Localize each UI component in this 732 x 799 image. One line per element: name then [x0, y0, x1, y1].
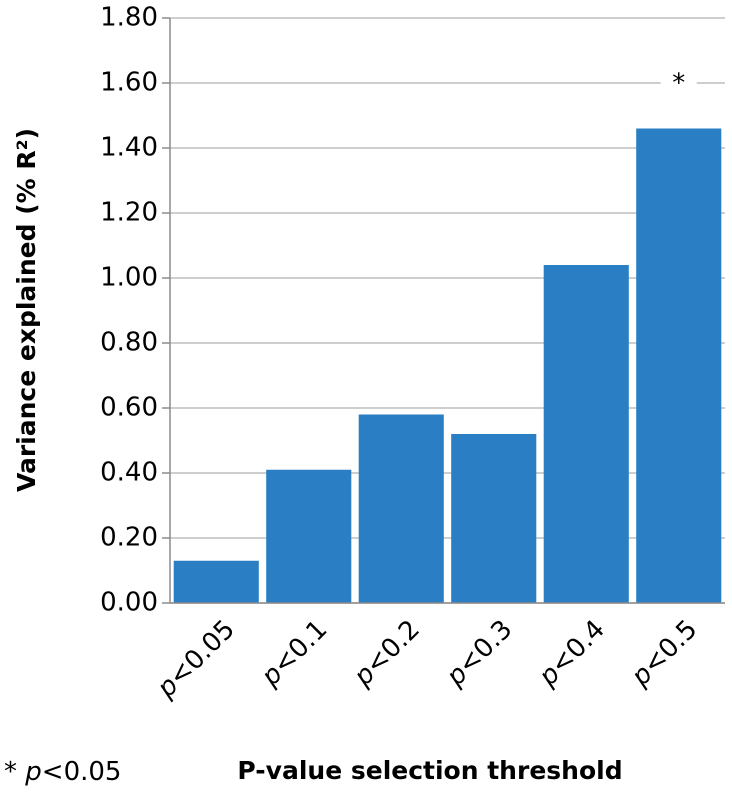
x-tick-label: p<0.05 [151, 614, 241, 704]
x-tick-label: p<0.3 [440, 614, 518, 692]
footnote: * p<0.05 [4, 757, 121, 787]
y-tick-label: 0.20 [100, 523, 158, 553]
annotation-bg [660, 68, 697, 96]
x-tick-label: p<0.5 [625, 614, 703, 692]
x-tick-label: p<0.4 [532, 614, 610, 692]
bar [266, 469, 352, 603]
y-tick-label: 1.20 [100, 198, 158, 228]
y-tick-label: 1.40 [100, 133, 158, 163]
y-tick-label: 0.40 [100, 458, 158, 488]
y-tick-label: 0.80 [100, 328, 158, 358]
y-tick-label: 1.80 [100, 3, 158, 33]
x-tick-label: p<0.1 [255, 614, 333, 692]
y-tick-label: 0.60 [100, 393, 158, 423]
y-axis-label: Variance explained (% R²) [12, 128, 41, 492]
y-tick-label: 0.00 [100, 588, 158, 618]
y-tick-label: 1.60 [100, 68, 158, 98]
bar [543, 265, 629, 603]
bar [451, 434, 537, 603]
x-tick-label: p<0.2 [347, 614, 425, 692]
y-tick-label: 1.00 [100, 263, 158, 293]
annotation: * [672, 69, 685, 99]
bar [358, 414, 444, 603]
bar [173, 560, 259, 603]
bar [636, 128, 722, 603]
x-axis-label: P-value selection threshold [237, 756, 622, 785]
